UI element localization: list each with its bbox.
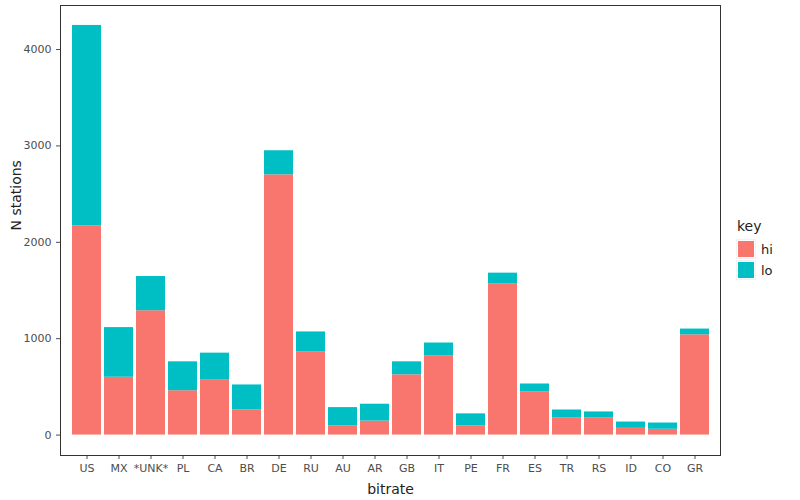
html-text:hi: hi xyxy=(761,241,773,257)
svg-text:bitrate: bitrate xyxy=(367,481,414,497)
svg-text:BR: BR xyxy=(239,462,255,475)
svg-text:IT: IT xyxy=(434,462,444,475)
svg-text:PE: PE xyxy=(464,462,478,475)
svg-text:GR: GR xyxy=(687,462,704,475)
svg-text:0: 0 xyxy=(45,429,52,442)
svg-text:US: US xyxy=(79,462,94,475)
svg-text:2000: 2000 xyxy=(24,236,52,249)
svg-text:TR: TR xyxy=(559,462,575,475)
svg-text:4000: 4000 xyxy=(24,43,52,56)
svg-text:PL: PL xyxy=(177,462,191,475)
html-text:lo: lo xyxy=(761,262,773,278)
svg-text:AU: AU xyxy=(335,462,351,475)
svg-text:MX: MX xyxy=(110,462,127,475)
svg-text:AR: AR xyxy=(367,462,383,475)
svg-text:*UNK*: *UNK* xyxy=(134,462,169,475)
svg-text:RU: RU xyxy=(303,462,319,475)
svg-text:CO: CO xyxy=(655,462,672,475)
svg-text:ES: ES xyxy=(528,462,542,475)
html-text:key: key xyxy=(737,218,762,234)
svg-text:3000: 3000 xyxy=(24,139,52,152)
svg-text:ID: ID xyxy=(625,462,637,475)
svg-text:GB: GB xyxy=(399,462,415,475)
svg-text:CA: CA xyxy=(207,462,223,475)
svg-text:RS: RS xyxy=(592,462,607,475)
svg-text:1000: 1000 xyxy=(24,332,52,345)
svg-text:DE: DE xyxy=(271,462,286,475)
svg-text:N stations: N stations xyxy=(8,160,24,230)
svg-text:FR: FR xyxy=(496,462,510,475)
